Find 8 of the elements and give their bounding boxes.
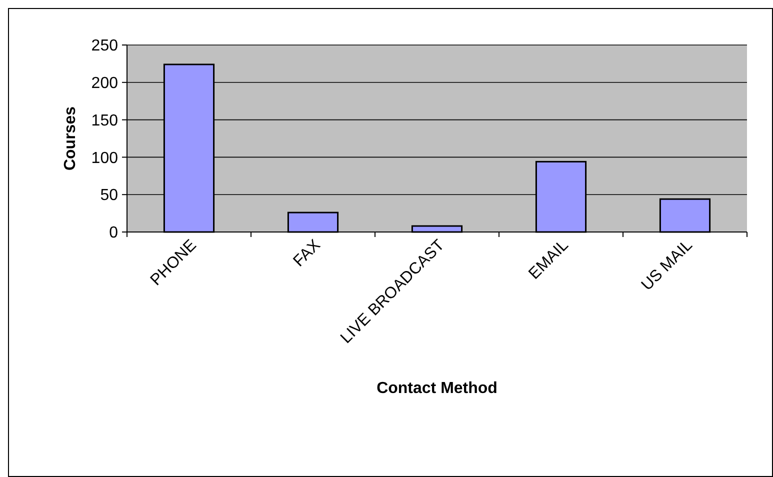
y-axis-title: Courses xyxy=(62,106,79,171)
y-tick-label: 50 xyxy=(100,187,118,204)
y-tick-label: 150 xyxy=(91,112,118,130)
x-axis-title: Contact Method xyxy=(376,380,498,397)
y-tick-label: 200 xyxy=(91,75,118,92)
y-tick-label: 0 xyxy=(109,224,118,242)
y-tick-label: 250 xyxy=(91,38,118,55)
y-tick-label: 100 xyxy=(91,150,118,167)
